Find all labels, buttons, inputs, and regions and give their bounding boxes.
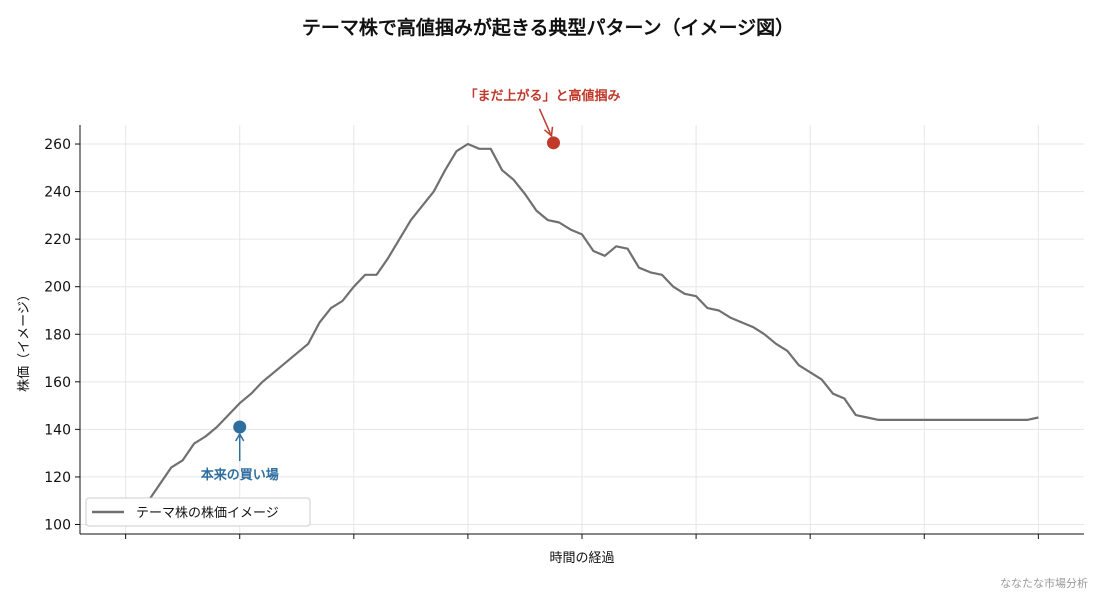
annotations: 本来の買い場 「まだ上がる」と高値掴み [201, 88, 621, 483]
peak-label: 「まだ上がる」と高値掴み [464, 88, 620, 104]
peak-marker [546, 136, 560, 150]
buy-point-label: 本来の買い場 [201, 467, 279, 483]
grid [80, 125, 1084, 534]
y-tick-label: 160 [44, 375, 71, 391]
y-tick-label: 240 [44, 185, 71, 201]
legend-box [85, 497, 311, 527]
legend-label: テーマ株の株価イメージ [136, 506, 279, 521]
x-axis-ticks [125, 534, 1039, 539]
y-tick-label: 100 [44, 517, 71, 533]
credit-text: ななたな市場分析 [1000, 576, 1088, 590]
price-line [125, 142, 1039, 516]
buy-point-arrowhead [235, 432, 245, 442]
y-tick-label: 120 [44, 470, 71, 486]
peak-arrowhead [543, 126, 554, 138]
y-axis-label: 株価（イメージ） [17, 288, 32, 392]
y-tick-label: 140 [44, 422, 71, 438]
x-axis-label: 時間の経過 [549, 551, 614, 566]
legend: テーマ株の株価イメージ [85, 497, 311, 527]
y-axis-ticks: 100 120 140 160 180 200 220 240 260 [44, 137, 80, 533]
series-group [125, 142, 1039, 516]
y-tick-label: 180 [44, 327, 71, 343]
chart-title: テーマ株で高値掴みが起きる典型パターン（イメージ図） [302, 16, 794, 39]
y-tick-label: 200 [44, 280, 71, 296]
y-tick-label: 220 [44, 232, 71, 248]
y-tick-label: 260 [44, 137, 71, 153]
peak-arrow [538, 108, 552, 135]
buy-point-marker [233, 420, 247, 434]
